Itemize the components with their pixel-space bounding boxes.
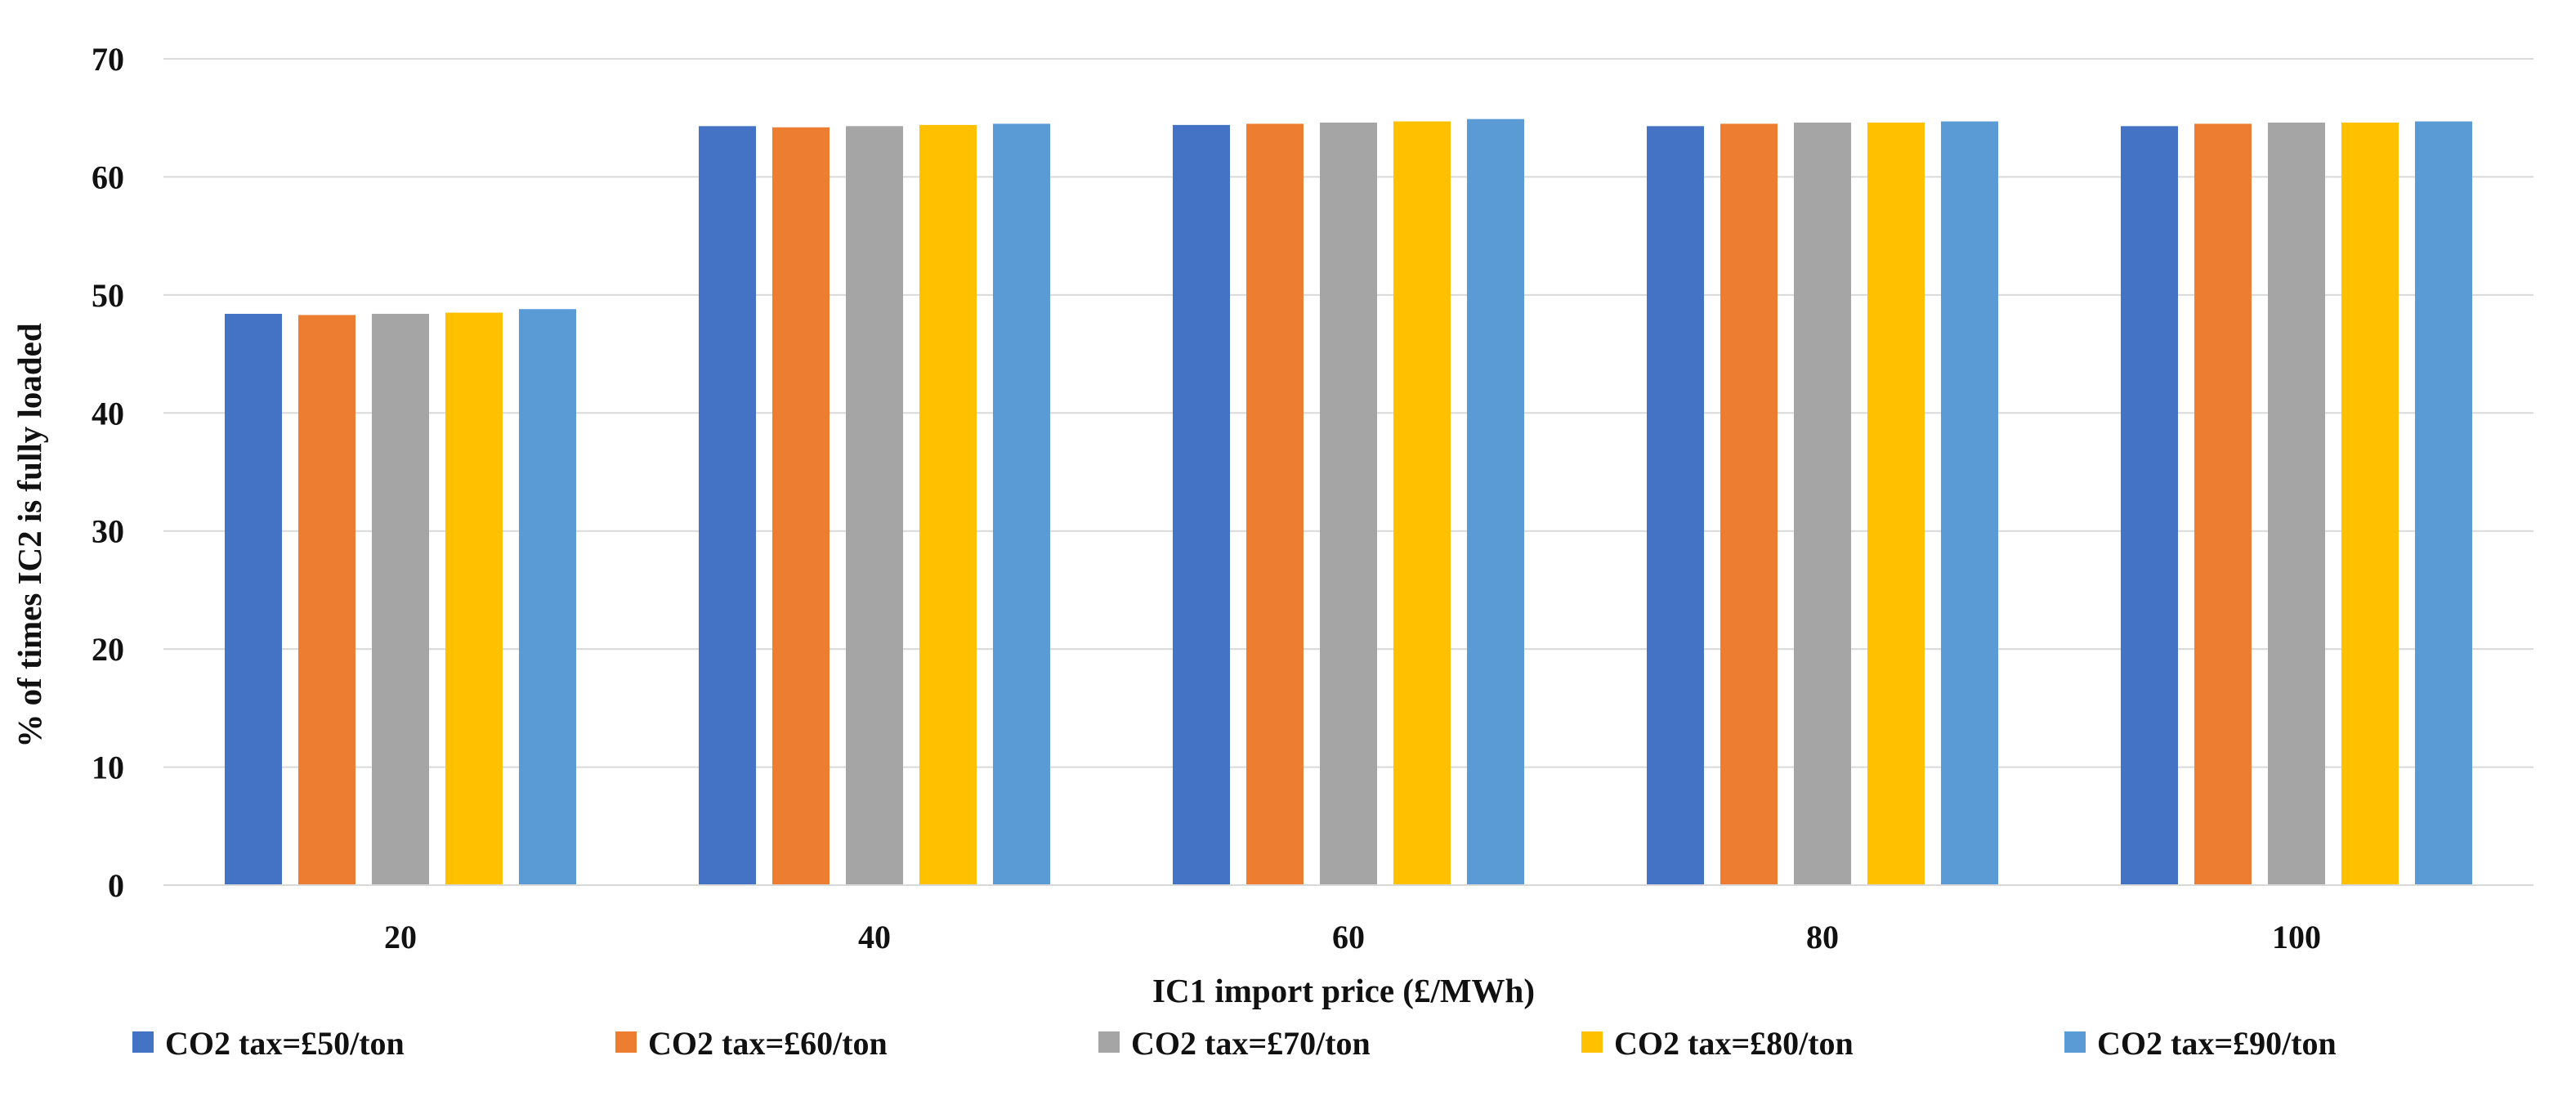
legend-swatch	[1098, 1031, 1120, 1053]
legend: CO2 tax=£50/ton CO2 tax=£60/ton CO2 tax=£7…	[132, 1025, 2337, 1062]
x-tick-label: 100	[2272, 919, 2321, 955]
bar	[1393, 121, 1451, 886]
bar	[2268, 122, 2325, 885]
bar	[2121, 126, 2178, 885]
bar	[1173, 124, 1230, 885]
bar	[2415, 121, 2472, 886]
legend-item: CO2 tax=£80/ton	[1581, 1025, 1854, 1062]
bar	[1794, 122, 1851, 885]
bar	[1467, 119, 1524, 885]
bar	[1867, 122, 1925, 885]
legend-swatch	[615, 1031, 637, 1053]
bar	[1720, 123, 1778, 885]
x-tick-label: 20	[384, 919, 417, 955]
legend-label: CO2 tax=£90/ton	[2097, 1025, 2337, 1062]
y-tick-label: 70	[92, 41, 124, 78]
bar	[225, 313, 282, 886]
y-tick-label: 30	[92, 513, 124, 550]
legend-swatch	[2064, 1031, 2086, 1053]
bar	[372, 313, 429, 886]
bar	[699, 126, 756, 885]
bar	[772, 127, 830, 886]
y-tick-label: 50	[92, 277, 124, 314]
legend-item: CO2 tax=£90/ton	[2064, 1025, 2337, 1062]
legend-swatch	[132, 1031, 154, 1053]
y-tick-label: 10	[92, 749, 124, 786]
bar	[1647, 126, 1704, 885]
y-tick-label: 60	[92, 159, 124, 195]
x-tick-label: 60	[1332, 919, 1365, 955]
x-tick-label: 40	[858, 919, 891, 955]
bar	[519, 309, 576, 885]
axes: 0 10 20 30 40 50 60 70 20 40 60 80 100	[92, 41, 2534, 955]
bar	[1941, 121, 1998, 886]
x-axis-title: IC1 import price (£/MWh)	[1152, 972, 1535, 1009]
legend-label: CO2 tax=£80/ton	[1614, 1025, 1854, 1062]
bar	[2194, 123, 2252, 885]
bar	[298, 315, 356, 885]
bars	[225, 119, 2472, 886]
bar	[1246, 123, 1304, 885]
bar	[445, 312, 503, 885]
y-tick-label: 40	[92, 395, 124, 432]
legend-label: CO2 tax=£50/ton	[165, 1025, 405, 1062]
legend-item: CO2 tax=£70/ton	[1098, 1025, 1371, 1062]
bar	[919, 124, 977, 885]
y-tick-label: 20	[92, 631, 124, 668]
legend-item: CO2 tax=£50/ton	[132, 1025, 405, 1062]
bar	[2341, 122, 2399, 885]
y-axis-title: % of times IC2 is fully loaded	[11, 323, 48, 748]
legend-swatch	[1581, 1031, 1603, 1053]
legend-item: CO2 tax=£60/ton	[615, 1025, 888, 1062]
x-tick-label: 80	[1806, 919, 1839, 955]
legend-label: CO2 tax=£70/ton	[1131, 1025, 1371, 1062]
bar	[846, 126, 903, 885]
legend-label: CO2 tax=£60/ton	[648, 1025, 888, 1062]
bar	[1320, 122, 1377, 885]
bar	[993, 123, 1050, 885]
y-tick-label: 0	[108, 867, 124, 904]
